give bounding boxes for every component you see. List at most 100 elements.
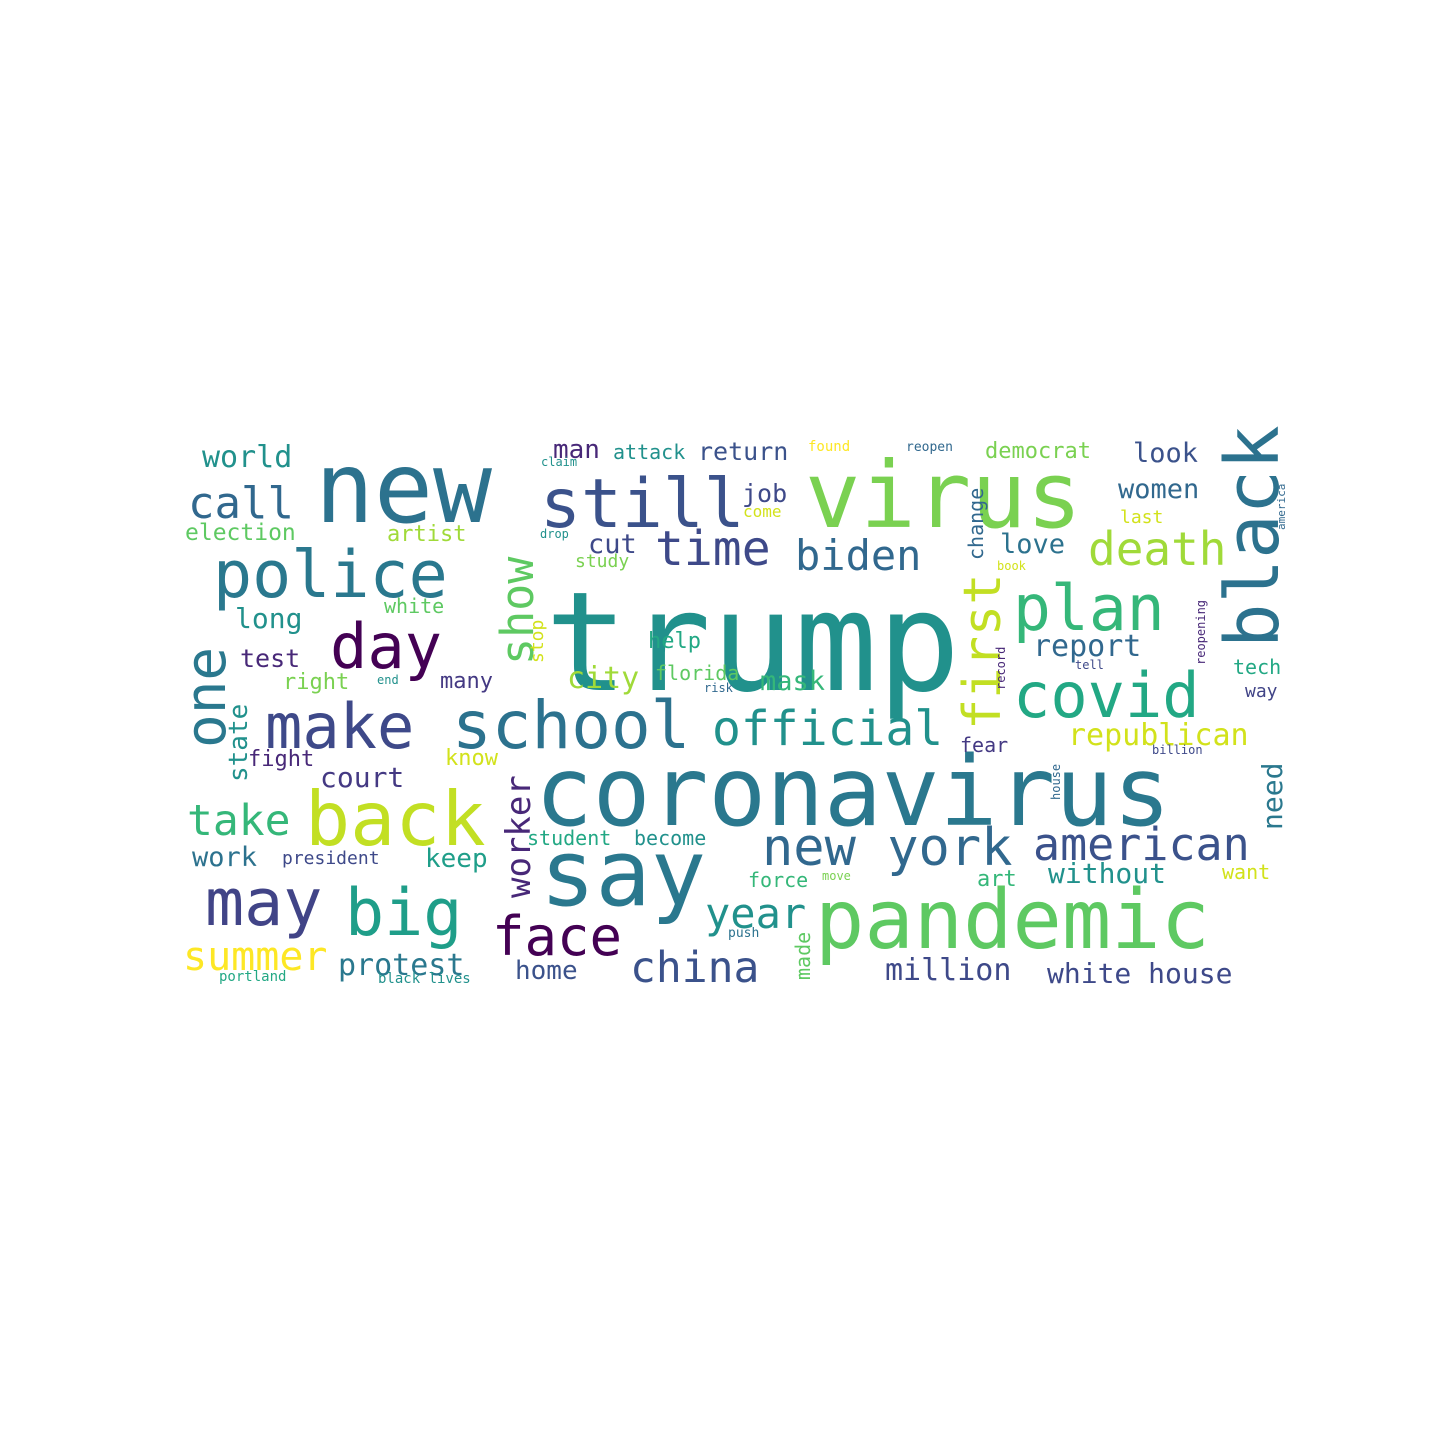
cloud-word-call: call	[188, 478, 294, 529]
cloud-word-become: become	[634, 826, 706, 850]
cloud-word-help: help	[648, 629, 701, 654]
cloud-word-china: china	[630, 943, 759, 993]
cloud-word-say: say	[540, 820, 706, 927]
cloud-word-virus: virus	[805, 442, 1082, 549]
cloud-word-florida: florida	[655, 661, 739, 685]
cloud-word-job: job	[742, 479, 787, 508]
cloud-word-million: million	[885, 953, 1011, 988]
cloud-word-portland: portland	[219, 969, 286, 985]
cloud-word-make: make	[265, 690, 414, 763]
cloud-word-art: art	[977, 867, 1017, 892]
cloud-word-keep: keep	[425, 844, 488, 874]
cloud-word-first: first	[953, 573, 1013, 730]
cloud-word-mask: mask	[760, 666, 825, 697]
cloud-word-one: one	[174, 647, 239, 748]
cloud-word-new: new	[315, 432, 492, 546]
cloud-word-take: take	[187, 796, 291, 846]
cloud-word-made: made	[791, 932, 815, 980]
cloud-word-protest: protest	[338, 948, 464, 983]
cloud-word-artist: artist	[387, 522, 466, 547]
cloud-word-look: look	[1133, 438, 1198, 469]
cloud-word-right: right	[283, 670, 349, 695]
cloud-word-study: study	[575, 551, 629, 572]
cloud-word-election: election	[185, 520, 296, 546]
cloud-word-change: change	[964, 488, 988, 560]
cloud-word-cut: cut	[588, 529, 637, 560]
cloud-word-end: end	[377, 673, 399, 687]
cloud-word-america: america	[1275, 484, 1288, 530]
cloud-word-day: day	[330, 610, 442, 683]
cloud-word-president: president	[282, 848, 380, 869]
cloud-word-record: record	[994, 647, 1008, 690]
cloud-word-claim: claim	[541, 455, 577, 469]
cloud-word-police: police	[213, 538, 448, 613]
cloud-word-billion: billion	[1152, 743, 1203, 757]
cloud-word-know: know	[445, 746, 499, 771]
cloud-word-last: last	[1120, 507, 1163, 528]
cloud-word-long: long	[235, 602, 302, 635]
cloud-word-home: home	[515, 956, 578, 986]
cloud-word-house: house	[1049, 764, 1063, 800]
cloud-word-stop: stop	[527, 620, 548, 663]
cloud-word-tech: tech	[1233, 655, 1281, 679]
cloud-word-court: court	[320, 761, 404, 794]
cloud-word-move: move	[822, 869, 851, 883]
cloud-word-democrat: democrat	[985, 439, 1091, 464]
cloud-word-coronavirus: coronavirus	[535, 736, 1171, 848]
cloud-word-plan: plan	[1013, 572, 1165, 645]
cloud-word-return: return	[698, 437, 788, 466]
cloud-word-world: world	[202, 440, 292, 475]
cloud-word-death: death	[1088, 522, 1226, 576]
cloud-word-report: report	[1033, 629, 1141, 664]
cloud-word-student: student	[527, 826, 611, 850]
cloud-word-attack: attack	[613, 440, 685, 464]
cloud-word-white: white	[384, 594, 444, 618]
cloud-word-reopening: reopening	[1194, 600, 1208, 665]
cloud-word-back: back	[305, 775, 486, 863]
cloud-word-test: test	[240, 644, 300, 673]
cloud-word-drop: drop	[540, 527, 569, 541]
cloud-word-trump: trump	[545, 562, 960, 723]
cloud-word-big: big	[345, 876, 462, 951]
cloud-word-push: push	[728, 926, 759, 941]
cloud-word-show: show	[491, 556, 544, 665]
cloud-word-black-lives: black lives	[378, 971, 471, 987]
cloud-word-force: force	[748, 868, 808, 892]
cloud-word-pandemic: pandemic	[815, 873, 1210, 968]
cloud-word-love: love	[1000, 529, 1065, 560]
cloud-word-want: want	[1222, 860, 1270, 884]
cloud-word-school: school	[452, 687, 690, 764]
cloud-word-women: women	[1118, 474, 1199, 505]
cloud-word-worker: worker	[499, 775, 539, 898]
cloud-word-year: year	[705, 889, 806, 938]
cloud-word-fear: fear	[960, 733, 1008, 757]
cloud-word-book: book	[997, 559, 1027, 573]
cloud-word-reopen: reopen	[906, 440, 953, 455]
cloud-word-white-house: white house	[1047, 957, 1232, 990]
cloud-word-need: need	[1256, 763, 1289, 830]
cloud-word-may: may	[205, 866, 322, 941]
cloud-word-biden: biden	[795, 531, 921, 580]
cloud-word-many: many	[440, 669, 493, 694]
cloud-word-city: city	[567, 661, 639, 696]
cloud-word-face: face	[492, 905, 622, 968]
cloud-word-new-york: new york	[762, 818, 1012, 878]
cloud-word-official: official	[712, 701, 943, 757]
cloud-word-black: black	[1210, 425, 1296, 648]
cloud-word-american: american	[1033, 818, 1250, 871]
cloud-word-come: come	[743, 502, 782, 521]
cloud-word-found: found	[808, 439, 850, 455]
cloud-word-covid: covid	[1013, 659, 1200, 732]
cloud-word-tell: tell	[1075, 658, 1104, 672]
cloud-word-fight: fight	[248, 747, 314, 772]
cloud-word-state: state	[224, 704, 254, 782]
cloud-word-summer: summer	[183, 934, 328, 980]
cloud-word-republican: republican	[1068, 718, 1249, 753]
cloud-word-still: still	[540, 465, 745, 544]
cloud-word-work: work	[192, 842, 257, 873]
cloud-word-risk: risk	[704, 681, 734, 695]
cloud-word-man: man	[553, 435, 600, 465]
cloud-word-time: time	[655, 521, 771, 577]
cloud-word-way: way	[1245, 681, 1278, 702]
